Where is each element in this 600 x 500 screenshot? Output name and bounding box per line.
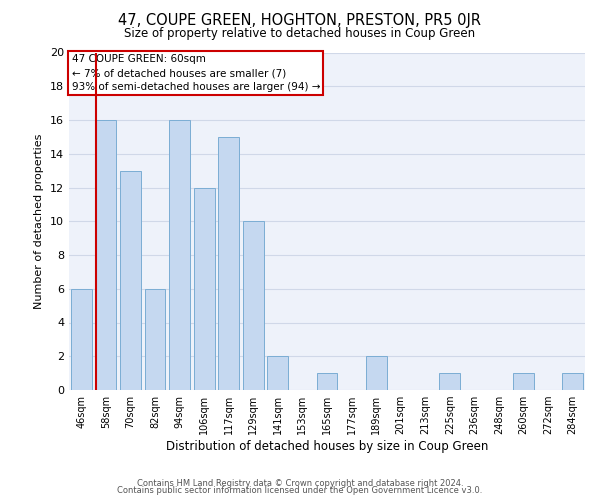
Bar xyxy=(562,373,583,390)
Bar xyxy=(243,221,264,390)
Bar xyxy=(71,289,92,390)
Bar xyxy=(194,188,215,390)
Bar xyxy=(439,373,460,390)
Bar xyxy=(95,120,116,390)
Bar xyxy=(145,289,166,390)
Bar xyxy=(513,373,534,390)
Text: 47, COUPE GREEN, HOGHTON, PRESTON, PR5 0JR: 47, COUPE GREEN, HOGHTON, PRESTON, PR5 0… xyxy=(119,12,482,28)
Text: 47 COUPE GREEN: 60sqm
← 7% of detached houses are smaller (7)
93% of semi-detach: 47 COUPE GREEN: 60sqm ← 7% of detached h… xyxy=(71,54,320,92)
X-axis label: Distribution of detached houses by size in Coup Green: Distribution of detached houses by size … xyxy=(166,440,488,453)
Text: Contains public sector information licensed under the Open Government Licence v3: Contains public sector information licen… xyxy=(118,486,482,495)
Text: Size of property relative to detached houses in Coup Green: Size of property relative to detached ho… xyxy=(124,28,476,40)
Bar xyxy=(365,356,386,390)
Bar xyxy=(317,373,337,390)
Bar xyxy=(120,170,141,390)
Bar xyxy=(169,120,190,390)
Y-axis label: Number of detached properties: Number of detached properties xyxy=(34,134,44,309)
Bar xyxy=(218,137,239,390)
Bar xyxy=(268,356,289,390)
Text: Contains HM Land Registry data © Crown copyright and database right 2024.: Contains HM Land Registry data © Crown c… xyxy=(137,478,463,488)
